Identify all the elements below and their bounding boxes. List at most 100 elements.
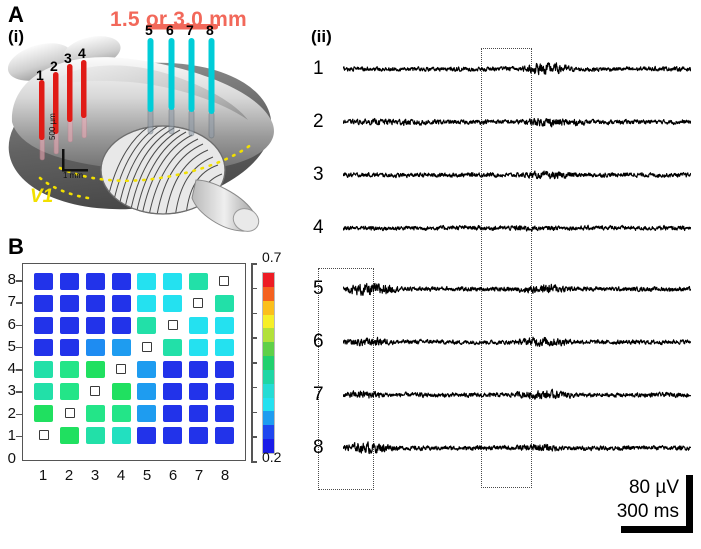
heatmap-cell-filled: [111, 382, 131, 400]
colorbar-segment-10: [263, 411, 274, 426]
brain-schematic: 1 2 3 4 5 6 7 8 500 µm 1 mm V1: [0, 18, 300, 243]
panel-a-sub-label: (i): [8, 27, 25, 46]
heatmap-cell-filled: [214, 338, 234, 356]
trace-waveform-1: [343, 62, 691, 76]
electrode-shaft-red-2: [53, 72, 59, 134]
heatmap-cell-filled: [85, 360, 105, 378]
trace-waveform-3: [343, 170, 691, 180]
heatmap-y-tick: [16, 435, 22, 438]
heatmap-y-tick: [16, 346, 22, 349]
heatmap-cell-filled: [137, 426, 157, 444]
heatmap-cell-x5-y8: [134, 270, 160, 292]
electrode-label-7: 7: [186, 22, 194, 38]
heatmap-cell-x5-y5: [134, 336, 160, 358]
heatmap-cell-filled: [188, 360, 208, 378]
heatmap-cell-x2-y5: [57, 336, 83, 358]
colorbar-segment-4: [263, 328, 274, 343]
heatmap-cell-filled: [137, 316, 157, 334]
heatmap-cell-x3-y3: [83, 380, 109, 402]
trace-label-3: 3: [313, 164, 324, 185]
heatmap-cell-filled: [111, 426, 131, 444]
heatmap-cell-filled: [85, 426, 105, 444]
heatmap-cell-x8-y3: [211, 380, 237, 402]
colorbar-tick: [251, 461, 257, 463]
scalebar-time-label: 300 ms: [616, 501, 679, 522]
heatmap-cell-x4-y8: [108, 270, 134, 292]
heatmap-cell-x5-y1: [134, 424, 160, 446]
electrode-label-1: 1: [36, 67, 44, 83]
heatmap-cell-filled: [60, 294, 80, 312]
heatmap-cell-filled: [163, 404, 183, 422]
heatmap-y-label-1: 1: [7, 426, 16, 444]
heatmap-cell-x2-y3: [57, 380, 83, 402]
heatmap-cell-x6-y2: [160, 402, 186, 424]
heatmap-cell-filled: [60, 360, 80, 378]
heatmap-cell-empty: [64, 408, 75, 418]
colorbar-tick: [251, 337, 257, 339]
heatmap-y-tick: [16, 413, 22, 416]
trace-row-5: 5: [313, 272, 691, 306]
trace-waveform-7: [343, 388, 691, 400]
heatmap-cell-filled: [137, 294, 157, 312]
heatmap-cell-empty: [219, 276, 230, 286]
colorbar-tick: [251, 411, 257, 413]
heatmap-cell-x6-y7: [160, 292, 186, 314]
heatmap-cell-filled: [60, 426, 80, 444]
v1-boundary-dotted: [58, 142, 254, 183]
heatmap-cell-filled: [34, 316, 54, 334]
heatmap-cell-filled: [34, 382, 54, 400]
heatmap-cell-filled: [60, 316, 80, 334]
heatmap-cell-x4-y5: [108, 336, 134, 358]
heatmap-y-label-8: 8: [7, 271, 16, 289]
heatmap-cell-x4-y1: [108, 424, 134, 446]
electrode-label-5: 5: [145, 22, 153, 38]
electrode-label-8: 8: [206, 22, 214, 38]
heatmap-cell-empty: [193, 298, 204, 308]
heatmap-cell-x8-y4: [211, 358, 237, 380]
heatmap-cell-x1-y5: [31, 336, 57, 358]
heatmap-cell-x3-y4: [83, 358, 109, 380]
heatmap-cell-filled: [85, 404, 105, 422]
heatmap-cell-filled: [188, 426, 208, 444]
heatmap-cell-filled: [188, 316, 208, 334]
colorbar-tick: [251, 263, 257, 265]
heatmap-y-tick: [16, 280, 22, 282]
electrode-label-6: 6: [166, 22, 174, 38]
heatmap-cell-x3-y2: [83, 402, 109, 424]
ghost-electrodes-cyan: [147, 107, 215, 139]
trace-label-4: 4: [313, 217, 324, 238]
heatmap-cell-filled: [163, 338, 183, 356]
trace-label-2: 2: [313, 111, 324, 132]
heatmap-cell-filled: [85, 272, 105, 290]
heatmap-cell-x8-y5: [211, 336, 237, 358]
colorbar-segment-3: [263, 314, 274, 329]
heatmap-cell-filled: [163, 360, 183, 378]
heatmap-cell-filled: [214, 360, 234, 378]
heatmap-y-label-7: 7: [7, 293, 16, 311]
colorbar-tick: [251, 287, 257, 290]
heatmap-cell-x1-y7: [31, 292, 57, 314]
heatmap-y-label-0: 0: [7, 450, 16, 467]
heatmap-cell-x2-y6: [57, 314, 83, 336]
heatmap-cell-x1-y8: [31, 270, 57, 292]
trace-row-1: 1: [313, 52, 691, 86]
heatmap-cell-x4-y6: [108, 314, 134, 336]
heatmap-cell-filled: [163, 294, 183, 312]
panel-ii-traces: (ii) 1 2 3 4 5 6 7 8 80 µV 300 ms: [305, 0, 701, 549]
trace-waveform-2: [343, 117, 691, 128]
heatmap-x-label-1: 1: [38, 467, 48, 484]
trace-label-7: 7: [313, 384, 324, 405]
heatmap-cell-filled: [111, 404, 131, 422]
heatmap-cell-x5-y4: [134, 358, 160, 380]
heatmap-y-tick: [16, 324, 22, 327]
heatmap-cell-filled: [60, 382, 80, 400]
heatmap-cell-x6-y4: [160, 358, 186, 380]
heatmap-y-tick: [16, 302, 22, 304]
colorbar-segment-7: [263, 369, 274, 384]
colorbar-segment-12: [263, 439, 274, 453]
heatmap-cell-x4-y4: [108, 358, 134, 380]
electrode-shaft-cyan-5: [147, 38, 154, 112]
heatmap-y-label-2: 2: [7, 404, 16, 422]
